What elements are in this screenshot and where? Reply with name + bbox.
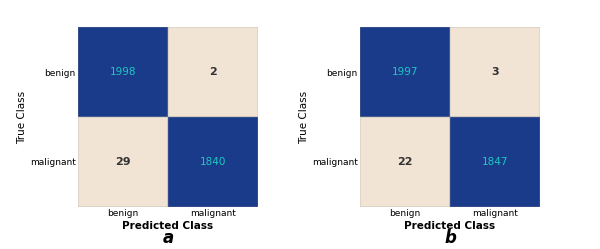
Bar	[168, 117, 257, 207]
Bar	[361, 117, 450, 207]
Text: 29: 29	[115, 157, 131, 167]
Bar	[168, 27, 257, 117]
X-axis label: Predicted Class: Predicted Class	[122, 221, 214, 231]
Bar	[450, 117, 539, 207]
Text: a: a	[163, 229, 173, 247]
Text: b: b	[444, 229, 456, 247]
Text: 22: 22	[397, 157, 413, 167]
Text: 2: 2	[209, 67, 217, 77]
Bar	[361, 27, 450, 117]
Bar	[450, 27, 539, 117]
X-axis label: Predicted Class: Predicted Class	[404, 221, 496, 231]
Text: 1840: 1840	[200, 157, 226, 167]
Text: 1847: 1847	[482, 157, 508, 167]
Text: 1997: 1997	[392, 67, 418, 77]
Y-axis label: True Class: True Class	[17, 90, 27, 144]
Text: 1998: 1998	[110, 67, 136, 77]
Text: 3: 3	[491, 67, 499, 77]
Y-axis label: True Class: True Class	[299, 90, 309, 144]
Bar	[79, 27, 168, 117]
Bar	[79, 117, 168, 207]
